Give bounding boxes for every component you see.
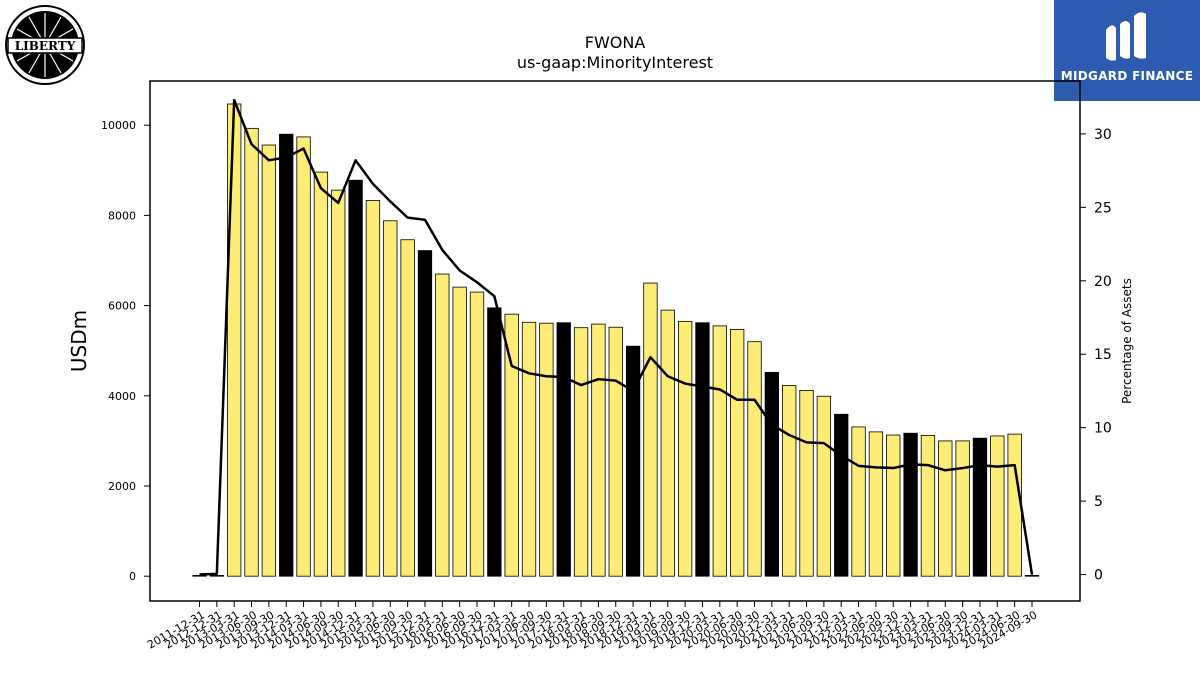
bar-series [192,103,1040,577]
y2-tick-label: 10 [1094,421,1112,437]
bar [608,326,623,577]
bar [782,385,797,577]
bar [227,103,242,577]
midgard-finance-logo: MIDGARD FINANCE [1054,0,1200,101]
bar [417,250,433,577]
bar [990,435,1005,577]
y2-axis-label: Percentage of Assets [1120,278,1134,404]
y2-tick-label: 20 [1094,274,1112,290]
y2-tick-label: 5 [1094,494,1103,510]
plot-frame [149,80,1081,602]
bar [868,431,884,577]
percentage-line [199,98,1034,576]
y2-tick-label: 15 [1094,347,1112,363]
bar [695,322,710,577]
bar [539,322,554,577]
bar [504,313,519,577]
bar [903,432,918,577]
y-axis: 0 2000 4000 6000 8000 10000 [101,119,150,583]
y-axis-label: USDm [67,310,91,372]
bar [816,395,832,577]
y2-tick-label: 25 [1094,200,1112,216]
y-tick-label: 2000 [108,480,136,493]
bar [261,144,277,577]
y-tick-label: 0 [129,570,136,583]
y-tick-label: 4000 [108,390,136,403]
bar [591,323,606,577]
bar [365,200,381,577]
bar [886,434,901,577]
bar [556,322,571,577]
bar [452,286,467,577]
liberty-logo: LIBERTY [4,4,86,86]
bar [712,325,727,577]
bar [1024,575,1040,577]
bar [383,220,398,577]
bar [469,291,485,577]
midgard-logo-text: MIDGARD FINANCE [1060,69,1194,83]
bar [938,440,953,577]
bar [192,575,207,577]
bar [435,273,450,577]
y2-tick-label: 0 [1094,568,1103,584]
bar [799,389,814,577]
chart-subtitle: us-gaap:MinorityInterest [516,53,714,72]
bar [972,437,988,577]
bar [643,282,658,577]
bar [851,426,866,577]
bar [573,327,589,577]
bar [209,575,224,577]
bar [487,307,502,577]
y-tick-label: 10000 [101,119,136,132]
bar [834,413,849,577]
y-tick-label: 8000 [108,209,136,222]
bar [400,239,415,577]
bar [331,189,346,577]
bar [747,341,762,577]
y-tick-label: 6000 [108,300,136,313]
bar [296,136,311,577]
liberty-logo-text: LIBERTY [15,39,76,53]
bar [521,321,537,577]
bar [348,179,363,577]
y2-axis: 0 5 10 15 20 25 30 [1080,127,1112,584]
midgard-emblem-icon [1106,12,1146,61]
bar [1007,433,1022,577]
bar [764,371,779,577]
y2-tick-label: 30 [1094,127,1112,143]
bar [313,171,329,577]
bar [625,345,641,577]
bar [955,440,970,577]
bar [677,320,693,577]
bar [279,133,294,577]
bar [920,435,936,577]
bar [660,309,675,577]
chart-title: FWONA [584,33,646,52]
x-axis: 2011-12-312012-12-312013-03-312013-06-30… [145,601,1040,652]
bar [244,127,259,577]
bar [730,329,745,577]
